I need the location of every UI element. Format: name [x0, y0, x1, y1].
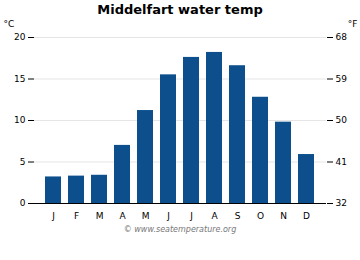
svg-text:20: 20: [14, 32, 26, 42]
html-text:© www.seatemperature.org: © www.seatemperature.org: [123, 225, 237, 234]
svg-text:50: 50: [336, 115, 348, 125]
svg-text:F: F: [74, 211, 79, 221]
svg-text:M: M: [142, 211, 150, 221]
svg-text:O: O: [257, 211, 264, 221]
svg-text:41: 41: [336, 157, 347, 167]
svg-text:M: M: [96, 211, 104, 221]
svg-text:J: J: [51, 211, 55, 221]
svg-text:15: 15: [14, 74, 25, 84]
svg-text:10: 10: [14, 115, 26, 125]
svg-text:°C: °C: [4, 19, 15, 29]
svg-text:S: S: [235, 211, 241, 221]
svg-text:A: A: [211, 211, 218, 221]
svg-text:68: 68: [336, 32, 348, 42]
svg-text:32: 32: [336, 198, 347, 208]
svg-text:J: J: [166, 211, 170, 221]
svg-text:0: 0: [20, 198, 26, 208]
svg-text:J: J: [189, 211, 193, 221]
svg-text:59: 59: [336, 74, 348, 84]
svg-text:5: 5: [20, 157, 26, 167]
svg-text:°F: °F: [348, 19, 358, 29]
svg-text:N: N: [280, 211, 287, 221]
html-text:Middelfart water temp: Middelfart water temp: [97, 2, 263, 17]
svg-text:A: A: [119, 211, 126, 221]
svg-text:D: D: [303, 211, 310, 221]
